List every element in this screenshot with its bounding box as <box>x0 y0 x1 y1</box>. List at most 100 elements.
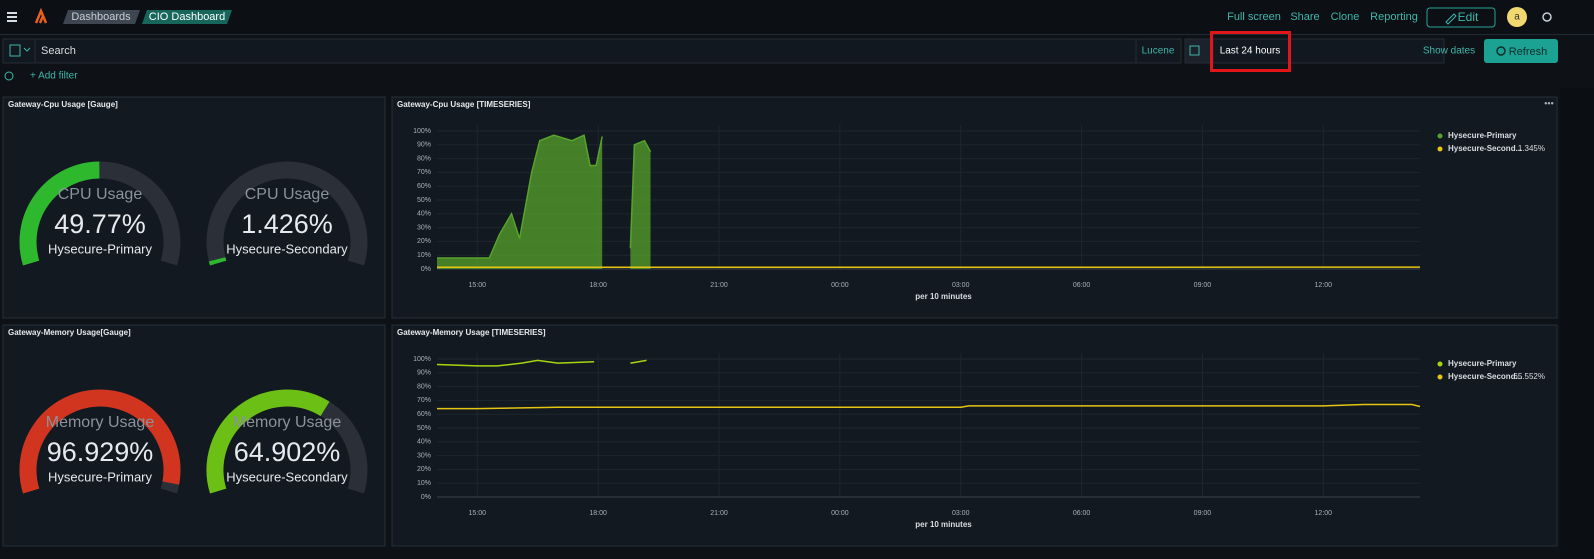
y-tick-label: 80% <box>417 155 431 162</box>
legend-dot <box>1437 361 1443 367</box>
x-tick-label: 15:00 <box>469 282 487 289</box>
header-link[interactable]: Clone <box>1331 11 1360 23</box>
language-toggle[interactable]: Lucene <box>1142 46 1175 57</box>
breadcrumb[interactable]: CIO Dashboard <box>149 11 225 23</box>
panel <box>2 96 386 319</box>
x-tick-label: 09:00 <box>1194 510 1212 517</box>
refresh-icon <box>1496 46 1506 56</box>
header-link[interactable]: Full screen <box>1227 11 1281 23</box>
y-tick-label: 70% <box>417 169 431 176</box>
panels: Gateway-Cpu Usage [Gauge] CPU Usage 49.77%… <box>2 96 1558 547</box>
y-tick-label: 100% <box>413 356 431 363</box>
avatar[interactable] <box>1507 7 1527 27</box>
edit-button[interactable] <box>1426 7 1496 28</box>
legend-dot <box>1437 374 1443 380</box>
y-tick-label: 90% <box>417 370 431 377</box>
gauge-value: 49.77% <box>54 209 146 239</box>
series-line <box>436 359 647 367</box>
header-link[interactable]: Share <box>1290 11 1319 23</box>
top-bar <box>0 0 1594 34</box>
y-tick-label: 60% <box>417 183 431 190</box>
legend-label[interactable]: Hysecure-Second... <box>1448 372 1522 381</box>
legend-dot <box>1437 133 1443 139</box>
y-tick-label: 0% <box>421 494 431 501</box>
breadcrumb[interactable]: Dashboards <box>71 11 131 23</box>
add-filter[interactable]: + Add filter <box>30 71 78 82</box>
header-link[interactable]: Reporting <box>1370 11 1418 23</box>
gauge-label: Memory Usage <box>233 414 342 431</box>
y-tick-label: 30% <box>417 224 431 231</box>
legend-dot <box>1437 146 1443 152</box>
x-axis-label: per 10 minutes <box>915 520 972 529</box>
y-tick-label: 30% <box>417 452 431 459</box>
y-tick-label: 40% <box>417 211 431 218</box>
panel-menu[interactable]: ••• <box>1544 98 1553 108</box>
gauge-value: 64.902% <box>234 437 341 467</box>
gauge-arc <box>208 257 227 266</box>
show-dates[interactable]: Show dates <box>1423 46 1475 57</box>
side-strip <box>1560 88 1594 559</box>
area <box>437 135 651 269</box>
gauge-value: 96.929% <box>47 437 154 467</box>
panel-title: Gateway-Memory Usage [TIMESERIES] <box>397 328 546 337</box>
x-tick-label: 18:00 <box>589 510 607 517</box>
y-tick-label: 90% <box>417 142 431 149</box>
y-tick-label: 60% <box>417 411 431 418</box>
y-tick-label: 100% <box>413 128 431 135</box>
gauge-value: 1.426% <box>241 209 333 239</box>
x-tick-label: 15:00 <box>469 510 487 517</box>
search-input[interactable]: Search <box>41 45 76 57</box>
panel <box>391 324 1558 547</box>
legend-value: 65.552% <box>1513 372 1545 381</box>
logo <box>34 7 48 24</box>
x-tick-label: 00:00 <box>831 510 849 517</box>
x-tick-label: 03:00 <box>952 282 970 289</box>
gauge-label: CPU Usage <box>245 186 330 203</box>
legend-label[interactable]: Hysecure-Second... <box>1448 144 1522 153</box>
x-tick-label: 09:00 <box>1194 282 1212 289</box>
chevron <box>23 47 31 52</box>
gauge-name: Hysecure-Primary <box>48 241 153 256</box>
breadcrumb-bg <box>142 10 232 24</box>
y-tick-label: 10% <box>417 480 431 487</box>
y-tick-label: 50% <box>417 425 431 432</box>
y-tick-label: 80% <box>417 383 431 390</box>
y-tick-label: 20% <box>417 238 431 245</box>
x-tick-label: 18:00 <box>589 282 607 289</box>
panel-title: Gateway-Cpu Usage [Gauge] <box>8 100 118 109</box>
calendar-icon <box>1189 45 1200 56</box>
edit-label[interactable]: Edit <box>1458 10 1479 24</box>
gauge-name: Hysecure-Primary <box>48 469 153 484</box>
gauge-arc <box>206 389 330 494</box>
x-tick-label: 21:00 <box>710 510 728 517</box>
y-tick-label: 0% <box>421 266 431 273</box>
legend-label[interactable]: Hysecure-Primary <box>1448 359 1517 368</box>
refresh-button[interactable] <box>1484 39 1558 63</box>
filter-icon[interactable] <box>4 71 14 81</box>
time-range-box[interactable] <box>1212 38 1445 64</box>
x-tick-label: 06:00 <box>1073 282 1091 289</box>
x-tick-label: 12:00 <box>1315 282 1333 289</box>
avatar-letter: a <box>1514 12 1520 23</box>
x-tick-label: 12:00 <box>1315 510 1333 517</box>
help-icon[interactable] <box>1542 12 1552 22</box>
time-range[interactable]: Last 24 hours <box>1220 46 1281 57</box>
series-line <box>437 134 652 259</box>
breadcrumb-bg <box>63 10 140 24</box>
legend-label[interactable]: Hysecure-Primary <box>1448 131 1517 140</box>
x-tick-label: 00:00 <box>831 282 849 289</box>
legend-value: 1.345% <box>1518 144 1545 153</box>
menu-button[interactable] <box>7 12 17 22</box>
saved-query-icon[interactable] <box>9 44 21 57</box>
x-axis-label: per 10 minutes <box>915 292 972 301</box>
refresh-label[interactable]: Refresh <box>1509 46 1548 58</box>
gauge-arc <box>19 389 181 494</box>
highlight-box <box>1210 31 1291 72</box>
y-tick-label: 40% <box>417 439 431 446</box>
panel <box>2 324 386 547</box>
search-box[interactable] <box>2 38 1182 64</box>
y-tick-label: 20% <box>417 466 431 473</box>
gauge-track <box>206 161 368 266</box>
